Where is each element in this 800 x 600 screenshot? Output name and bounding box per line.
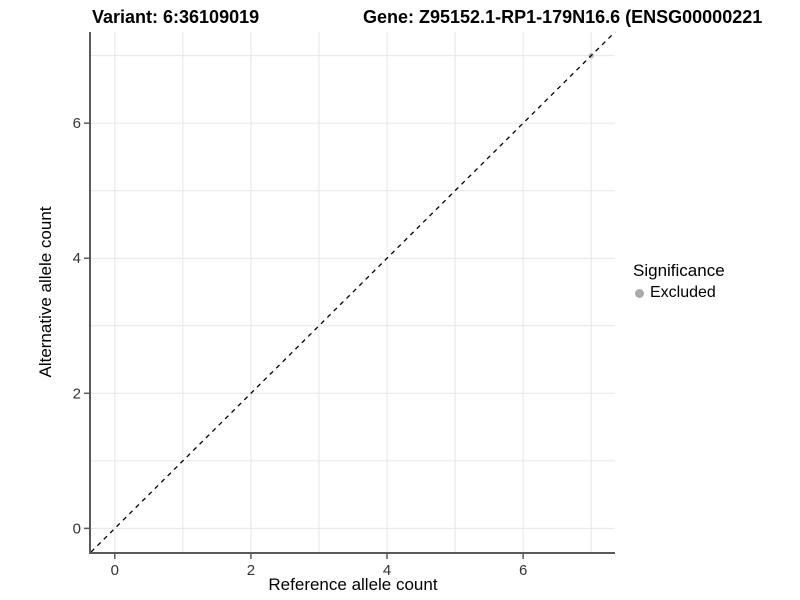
legend-entry-label: Excluded — [650, 284, 716, 301]
legend-entry-excluded: Excluded — [633, 284, 725, 302]
excluded-point-swatch-icon — [635, 288, 644, 298]
x-tick-label-4: 4 — [383, 562, 391, 579]
variant-title: Variant: 6:36109019 — [92, 7, 260, 27]
gene-title: Gene: Z95152.1-RP1-179N16.6 (ENSG0000022… — [363, 7, 763, 27]
x-tick-label-6: 6 — [519, 562, 527, 579]
x-tick-label-0: 0 — [111, 562, 119, 579]
y-tick-label-0: 0 — [73, 520, 81, 537]
y-axis-title: Alternative allele count — [36, 206, 55, 378]
y-tick-label-2: 2 — [73, 385, 81, 402]
legend: Significance Excluded — [633, 261, 725, 302]
x-axis-title: Reference allele count — [268, 575, 438, 594]
y-tick-label-4: 4 — [73, 250, 81, 267]
x-tick-label-2: 2 — [247, 562, 255, 579]
identity-line — [90, 31, 616, 553]
legend-title: Significance — [633, 261, 725, 280]
y-tick-label-6: 6 — [73, 115, 81, 132]
